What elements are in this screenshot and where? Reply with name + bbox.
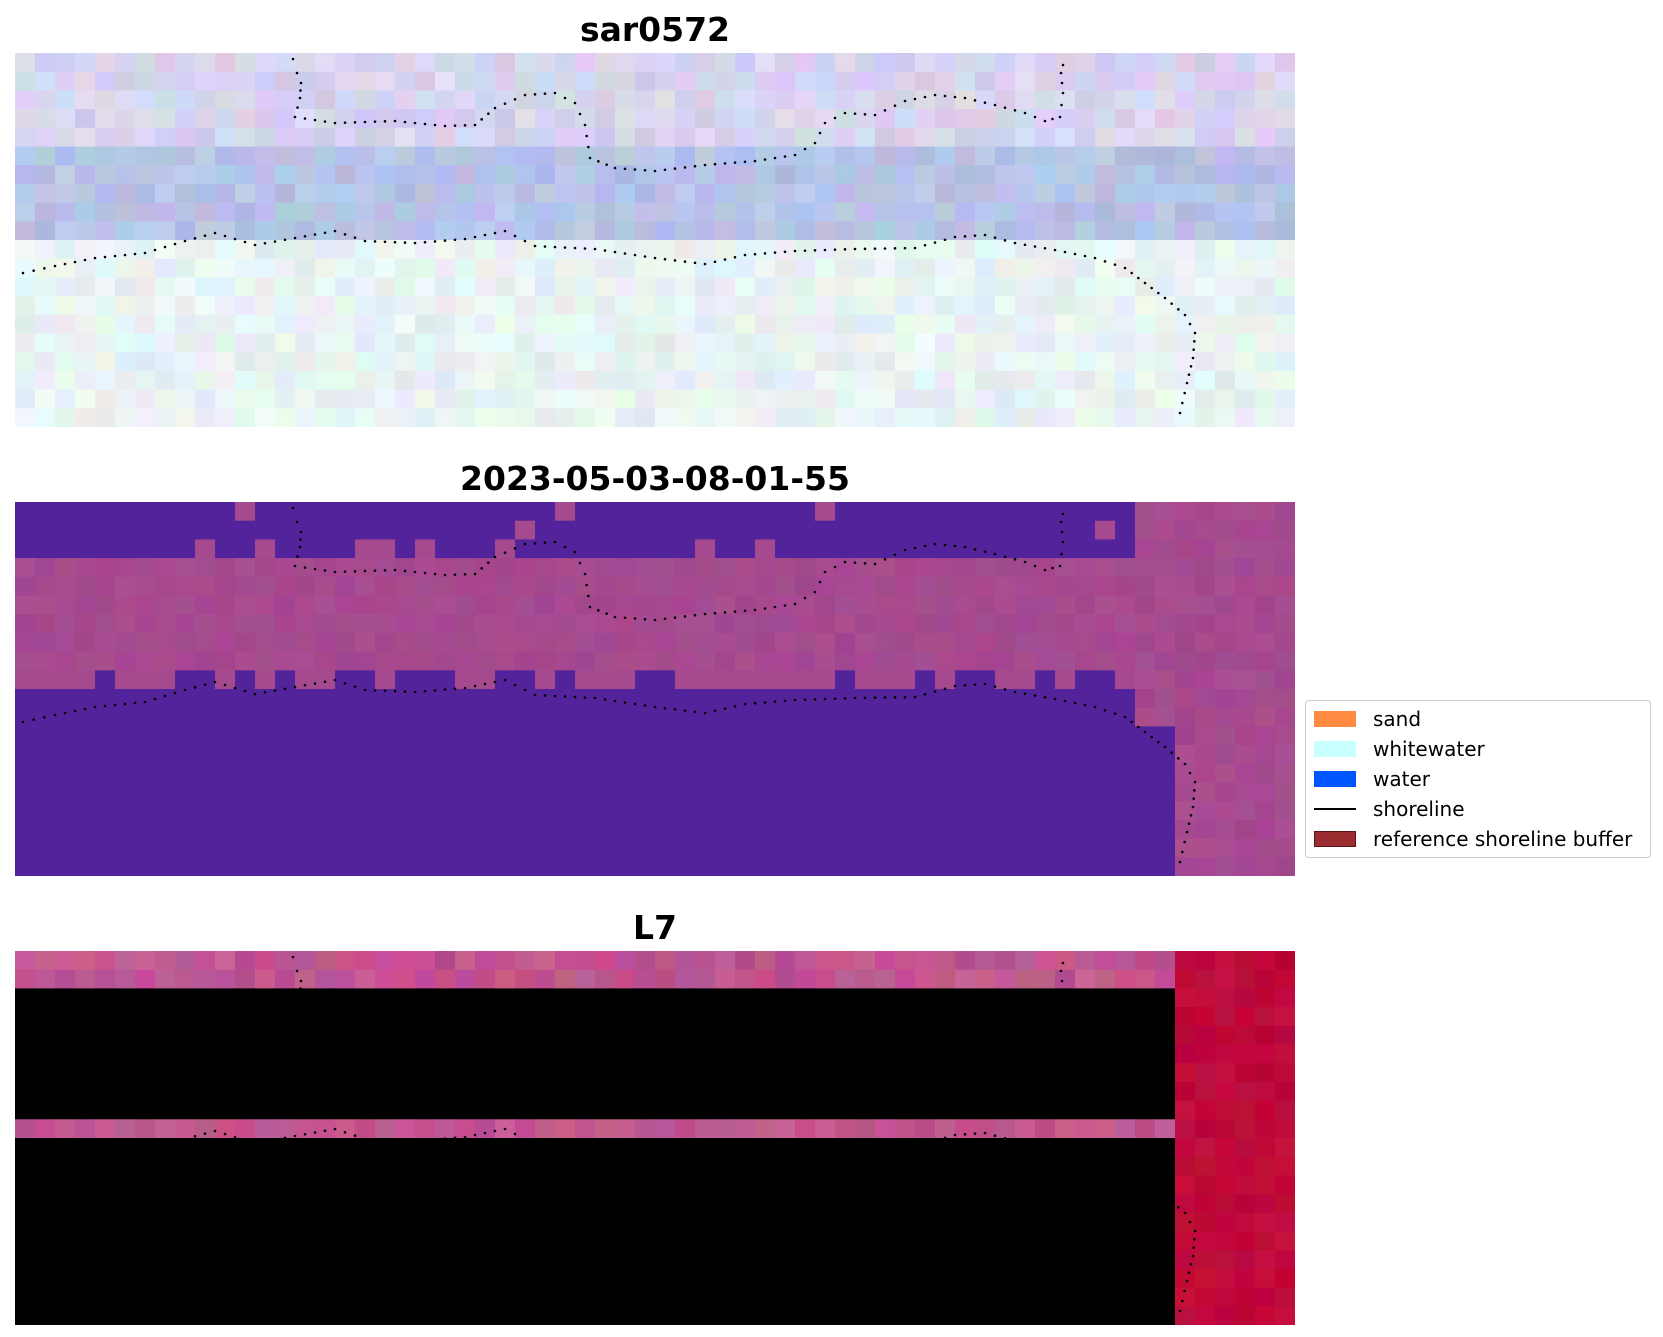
legend-swatch-sand: [1314, 711, 1356, 727]
classification-image: [15, 502, 1295, 876]
legend-item-sand: sand: [1314, 706, 1421, 732]
legend-line-shoreline: [1314, 808, 1356, 810]
shoreline-dots: [291, 955, 1065, 1071]
image-panel-index: [15, 951, 1295, 1325]
image-panel-classification: [15, 502, 1295, 876]
shoreline-dots: [21, 678, 1197, 864]
shoreline-dots: [21, 229, 1197, 415]
rgb-image: [15, 53, 1295, 427]
panel-title-index: L7: [633, 908, 677, 947]
panel-title-classification: 2023-05-03-08-01-55: [460, 459, 850, 498]
legend-label-water: water: [1373, 767, 1430, 791]
legend-swatch-water: [1314, 771, 1356, 787]
legend-label-whitewater: whitewater: [1373, 737, 1485, 761]
index-image: [15, 951, 1295, 1325]
legend-item-whitewater: whitewater: [1314, 736, 1485, 762]
shoreline-dots: [291, 506, 1065, 622]
legend-label-shoreline: shoreline: [1373, 797, 1465, 821]
legend-swatch-reference-buffer: [1314, 831, 1356, 847]
legend-item-shoreline: shoreline: [1314, 796, 1465, 822]
image-panel-rgb: [15, 53, 1295, 427]
legend-label-reference-buffer: reference shoreline buffer: [1373, 827, 1633, 851]
legend-label-sand: sand: [1373, 707, 1422, 731]
legend-item-water: water: [1314, 766, 1430, 792]
shoreline-dots: [291, 57, 1065, 173]
shoreline-dots: [21, 1127, 1197, 1313]
legend: sand whitewater water shoreline referenc…: [1305, 700, 1651, 858]
panel-title-rgb: sar0572: [579, 10, 731, 49]
legend-swatch-whitewater: [1314, 741, 1356, 757]
legend-item-reference-buffer: reference shoreline buffer: [1314, 826, 1632, 852]
